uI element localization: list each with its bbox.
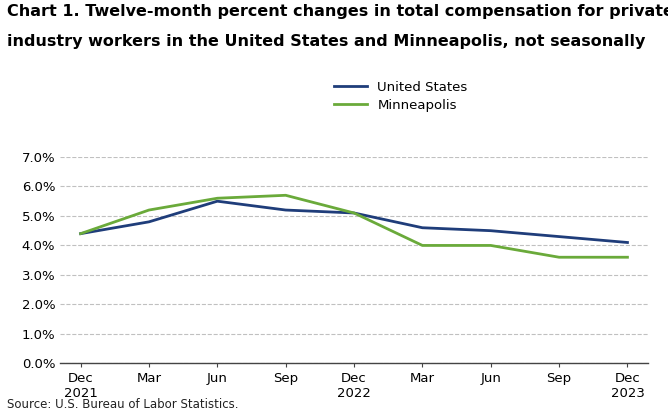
Legend: United States, Minneapolis: United States, Minneapolis (334, 81, 468, 112)
Text: industry workers in the United States and Minneapolis, not seasonally: industry workers in the United States an… (7, 34, 645, 49)
Text: Source: U.S. Bureau of Labor Statistics.: Source: U.S. Bureau of Labor Statistics. (7, 398, 238, 411)
Text: Chart 1. Twelve-month percent changes in total compensation for private: Chart 1. Twelve-month percent changes in… (7, 4, 668, 19)
